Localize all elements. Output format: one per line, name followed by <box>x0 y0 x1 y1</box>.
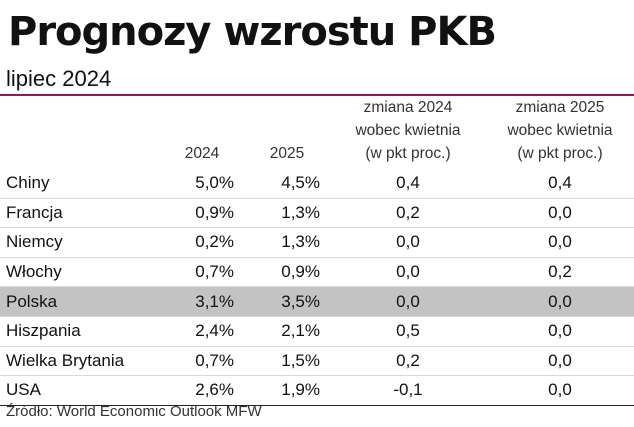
column-header: zmiana 2024 wobec kwietnia (w pkt proc.) <box>330 96 486 169</box>
change-cell: 0,5 <box>330 316 486 347</box>
country-cell: Hiszpania <box>0 316 160 347</box>
table-body: Chiny 5,0% 4,5% 0,4 0,4 Francja 0,9% 1,3% 0,2 0,0… <box>0 169 634 406</box>
table-row: Niemcy 0,2% 1,3% 0,0 0,0 <box>0 227 634 258</box>
chart-title: Prognozy wzrostu PKB <box>8 9 497 55</box>
change-cell: 0,2 <box>486 257 634 288</box>
growth-cell: 1,3% <box>244 198 330 229</box>
table-row: Włochy 0,7% 0,9% 0,0 0,2 <box>0 257 634 288</box>
growth-cell: 3,5% <box>244 286 330 317</box>
country-cell: Niemcy <box>0 227 160 258</box>
change-cell: 0,0 <box>486 286 634 317</box>
growth-cell: 5,0% <box>160 169 244 199</box>
change-cell: 0,0 <box>486 375 634 406</box>
growth-cell: 2,1% <box>244 316 330 347</box>
table-row: Wielka Brytania 0,7% 1,5% 0,2 0,0 <box>0 346 634 377</box>
growth-cell: 0,9% <box>160 198 244 229</box>
column-header-line: zmiana 2025 <box>515 99 605 116</box>
table-row: Polska 3,1% 3,5% 0,0 0,0 <box>0 286 634 317</box>
change-cell: 0,0 <box>486 227 634 258</box>
growth-cell: 0,9% <box>244 257 330 288</box>
column-header: 2024 <box>160 96 244 169</box>
table-row: USA 2,6% 1,9% -0,1 0,0 <box>0 375 634 406</box>
growth-cell: 1,3% <box>244 227 330 258</box>
country-cell: Włochy <box>0 257 160 288</box>
change-cell: 0,2 <box>330 198 486 229</box>
column-header: zmiana 2025 wobec kwietnia (w pkt proc.) <box>486 96 634 169</box>
change-cell: 0,0 <box>330 227 486 258</box>
growth-cell: 2,4% <box>160 316 244 347</box>
column-header-line: 2025 <box>269 145 305 162</box>
change-cell: 0,0 <box>486 316 634 347</box>
column-header-line: (w pkt proc.) <box>517 145 603 162</box>
country-cell: Polska <box>0 286 160 317</box>
source-note: Źródło: World Economic Outlook MFW <box>6 403 262 420</box>
change-cell: 0,0 <box>330 286 486 317</box>
table-row: Francja 0,9% 1,3% 0,2 0,0 <box>0 198 634 229</box>
change-cell: 0,0 <box>486 346 634 377</box>
column-header-line: (w pkt proc.) <box>365 145 451 162</box>
change-cell: 0,2 <box>330 346 486 377</box>
change-cell: 0,0 <box>486 198 634 229</box>
column-header: 2025 <box>244 96 330 169</box>
table-row: Chiny 5,0% 4,5% 0,4 0,4 <box>0 169 634 199</box>
growth-cell: 0,7% <box>160 257 244 288</box>
country-cell: Francja <box>0 198 160 229</box>
growth-cell: 0,7% <box>160 346 244 377</box>
growth-cell: 3,1% <box>160 286 244 317</box>
column-header-line: 2024 <box>184 145 220 162</box>
column-header-line: zmiana 2024 <box>363 99 453 116</box>
gdp-forecast-table: 2024 2025 zmiana 2024 wobec kwietnia (w pkt … <box>0 96 634 406</box>
change-cell: 0,4 <box>330 169 486 199</box>
growth-cell: 2,6% <box>160 375 244 406</box>
column-header-line: wobec kwietnia <box>355 122 461 139</box>
growth-cell: 0,2% <box>160 227 244 258</box>
column-header <box>0 96 160 169</box>
country-cell: Chiny <box>0 169 160 199</box>
growth-cell: 4,5% <box>244 169 330 199</box>
country-cell: Wielka Brytania <box>0 346 160 377</box>
column-header-line: wobec kwietnia <box>507 122 613 139</box>
change-cell: 0,4 <box>486 169 634 199</box>
header-rule <box>0 94 634 96</box>
chart-subtitle: lipiec 2024 <box>6 66 112 91</box>
change-cell: 0,0 <box>330 257 486 288</box>
growth-cell: 1,9% <box>244 375 330 406</box>
change-cell: -0,1 <box>330 375 486 406</box>
country-cell: USA <box>0 375 160 406</box>
table-row: Hiszpania 2,4% 2,1% 0,5 0,0 <box>0 316 634 347</box>
growth-cell: 1,5% <box>244 346 330 377</box>
table-header-row: 2024 2025 zmiana 2024 wobec kwietnia (w pkt … <box>0 96 634 169</box>
